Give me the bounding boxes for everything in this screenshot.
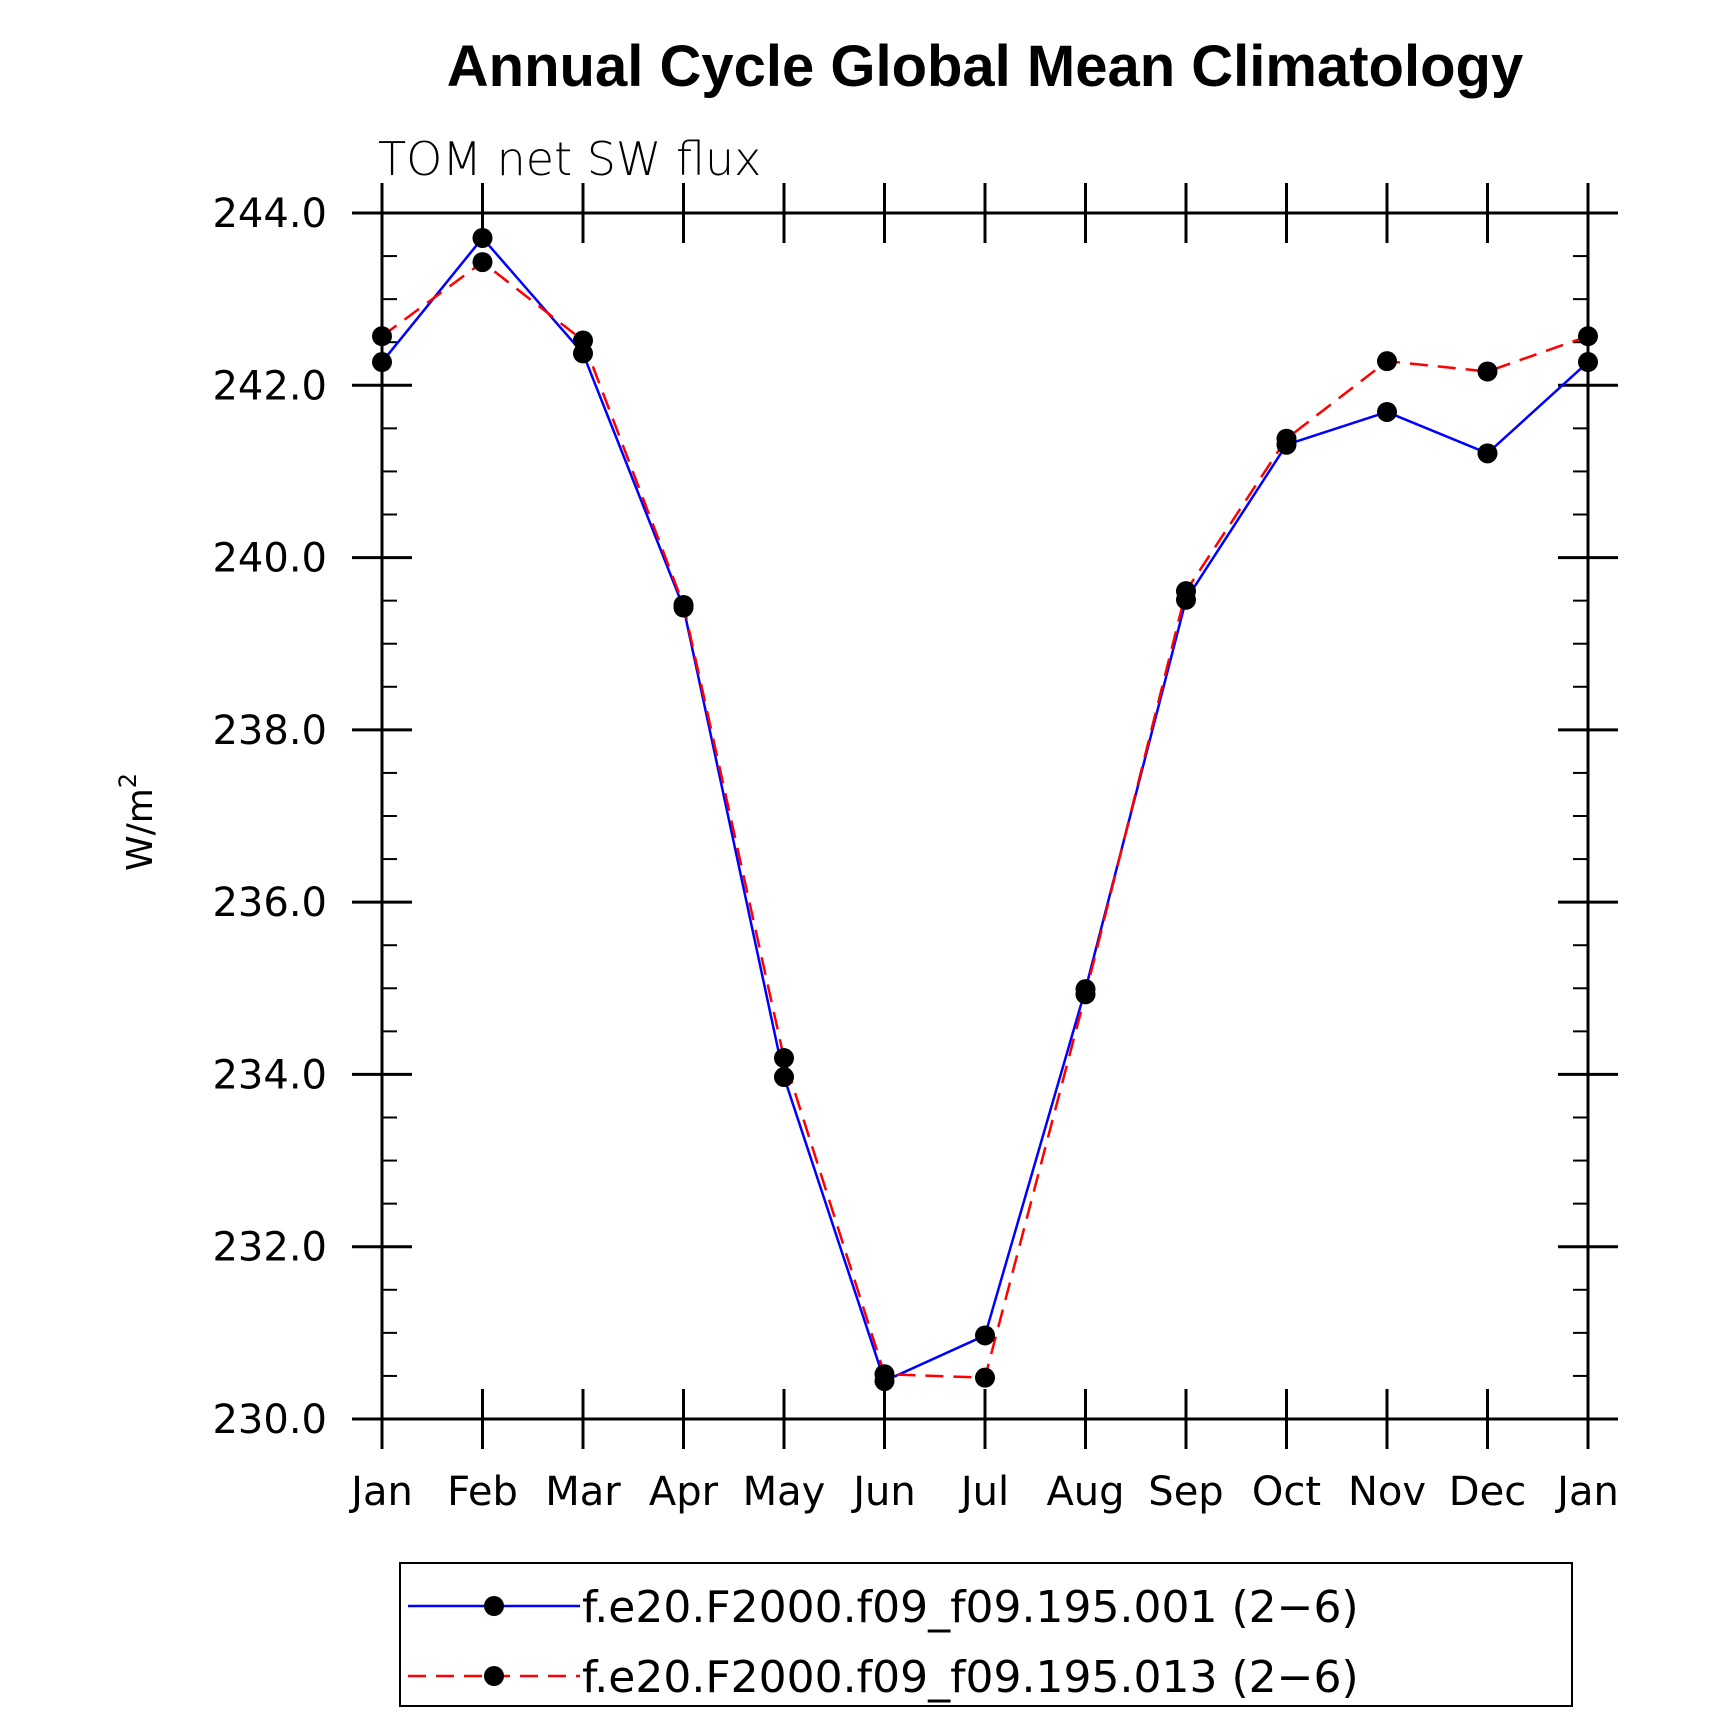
legend-marker-2 bbox=[484, 1666, 504, 1686]
x-tick-label: Apr bbox=[649, 1469, 719, 1515]
y-tick-label: 234.0 bbox=[212, 1052, 327, 1098]
data-point-series-1 bbox=[975, 1325, 995, 1346]
data-point-series-2 bbox=[1578, 326, 1598, 347]
x-tick-label: Aug bbox=[1046, 1469, 1124, 1515]
y-tick-label: 232.0 bbox=[212, 1225, 327, 1271]
data-point-series-2 bbox=[472, 252, 493, 273]
y-tick-label: 240.0 bbox=[212, 536, 327, 582]
y-tick-label: 238.0 bbox=[212, 708, 327, 754]
data-point-series-1 bbox=[1377, 401, 1397, 422]
y-tick-label: 244.0 bbox=[212, 191, 327, 237]
x-tick-label: Nov bbox=[1348, 1469, 1426, 1515]
x-tick-label: Jan bbox=[1554, 1469, 1619, 1515]
chart-title: Annual Cycle Global Mean Climatology bbox=[447, 34, 1523, 99]
data-point-series-1 bbox=[1578, 352, 1598, 373]
y-tick-label: 242.0 bbox=[212, 363, 327, 409]
data-point-series-2 bbox=[975, 1367, 995, 1388]
plot-area: 230.0 232.0 234.0 236.0 238.0 240.0 242.0 244.0… bbox=[212, 183, 1619, 1515]
legend-marker-1 bbox=[484, 1596, 504, 1616]
x-tick-label: May bbox=[743, 1469, 826, 1515]
data-point-series-2 bbox=[573, 330, 593, 351]
data-point-series-1 bbox=[472, 227, 493, 248]
x-tick-label: Jun bbox=[850, 1469, 916, 1515]
data-point-series-2 bbox=[1377, 351, 1397, 372]
data-point-series-1 bbox=[372, 352, 392, 373]
legend-box bbox=[399, 1562, 1573, 1707]
x-tick-label: Sep bbox=[1148, 1469, 1223, 1515]
series-line-1 bbox=[381, 236, 1589, 1383]
y-tick-label: 230.0 bbox=[212, 1397, 327, 1443]
x-tick-label: Mar bbox=[545, 1469, 621, 1515]
x-tick-label: Feb bbox=[447, 1469, 518, 1515]
chart-subtitle: TOM net SW flux bbox=[378, 132, 761, 186]
data-point-series-1 bbox=[1477, 443, 1498, 464]
data-point-series-2 bbox=[1477, 361, 1498, 382]
data-point-series-2 bbox=[1176, 581, 1196, 602]
x-tick-label: Dec bbox=[1449, 1469, 1526, 1515]
data-point-series-2 bbox=[774, 1048, 794, 1069]
x-tick-label: Jul bbox=[958, 1469, 1009, 1515]
plot-frame bbox=[380, 211, 1590, 1421]
legend-label-2: f.e20.F2000.f09_f09.195.013 (2−6) bbox=[582, 1652, 1359, 1703]
y-tick-label: 236.0 bbox=[212, 880, 327, 926]
data-point-series-2 bbox=[1276, 428, 1297, 449]
y-axis-label-superscript: 2 bbox=[114, 773, 142, 788]
x-tick-label: Jan bbox=[348, 1469, 413, 1515]
data-point-series-2 bbox=[372, 326, 392, 347]
data-point-series-2 bbox=[1075, 984, 1096, 1005]
y-axis-label-text: W/m bbox=[120, 788, 161, 871]
y-axis-label: W/m2 bbox=[114, 773, 161, 871]
svg-text:W/m2: W/m2 bbox=[114, 773, 161, 871]
data-point-series-2 bbox=[874, 1364, 895, 1385]
series-line-2 bbox=[381, 260, 1589, 1379]
data-point-series-1 bbox=[774, 1067, 794, 1088]
data-point-series-2 bbox=[673, 594, 694, 615]
x-tick-label: Oct bbox=[1252, 1469, 1321, 1515]
legend-label-1: f.e20.F2000.f09_f09.195.001 (2−6) bbox=[582, 1582, 1359, 1633]
legend: f.e20.F2000.f09_f09.195.001 (2−6) f.e20.F… bbox=[399, 1562, 1573, 1707]
